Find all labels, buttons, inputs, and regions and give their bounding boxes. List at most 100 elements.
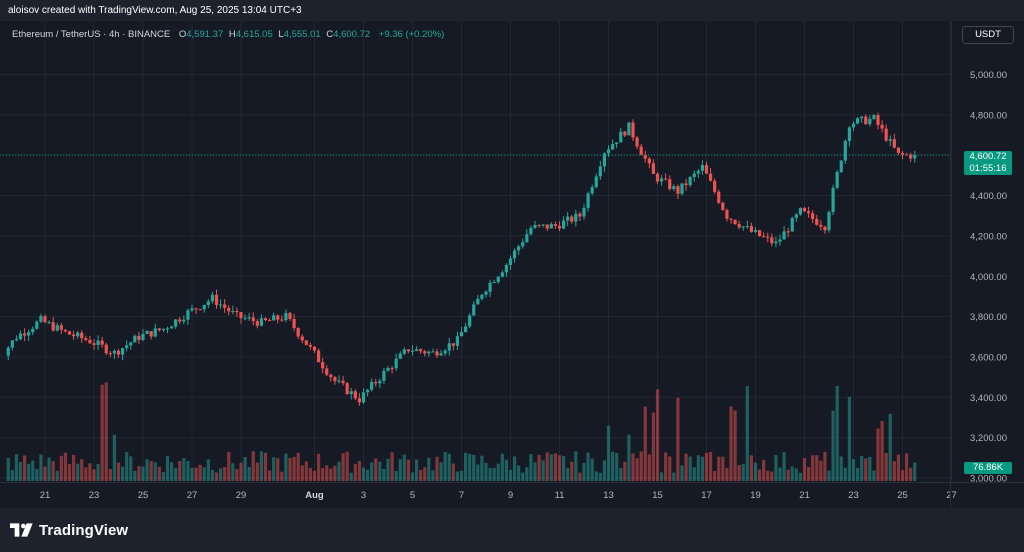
candle-body <box>288 312 292 319</box>
volume-bar <box>790 466 794 481</box>
price-axis-label: 4,800.00 <box>970 110 1007 121</box>
volume-bar <box>382 468 386 481</box>
candle-body <box>594 176 598 188</box>
candle-body <box>762 236 766 238</box>
candle-body <box>700 165 705 171</box>
volume-bar <box>231 463 235 481</box>
volume-bar <box>872 470 876 481</box>
candle-body <box>598 166 602 177</box>
volume-bar <box>300 465 304 481</box>
candle-body <box>819 224 823 227</box>
candle-body <box>721 202 725 210</box>
candle-body <box>243 318 247 320</box>
candle-body <box>353 391 357 399</box>
volume-bar <box>484 462 488 481</box>
candle-body <box>169 326 174 329</box>
volume-bar <box>639 451 643 481</box>
volume-bar <box>304 461 308 481</box>
volume-bar <box>235 469 239 481</box>
volume-bar <box>521 472 525 481</box>
volume-bar <box>443 452 447 481</box>
candle-body <box>766 236 770 238</box>
volume-bar <box>398 459 402 481</box>
volume-bar <box>717 456 721 481</box>
candle-body <box>570 216 574 222</box>
volume-bar <box>125 452 129 481</box>
time-axis-label: 29 <box>236 490 247 501</box>
candle-body <box>35 321 39 329</box>
volume-bar <box>876 428 880 481</box>
price-axis-label: 4,000.00 <box>970 272 1007 283</box>
candle-body <box>398 353 402 359</box>
candle-body <box>566 216 570 221</box>
brand[interactable]: TradingView <box>10 520 128 540</box>
volume-bar <box>508 469 513 481</box>
candle-body <box>161 328 166 331</box>
candle-body <box>76 332 80 337</box>
volume-bar <box>10 470 14 481</box>
volume-bar <box>529 453 533 481</box>
volume-bar <box>602 460 607 481</box>
candle-body <box>67 331 72 335</box>
candle-body <box>757 230 762 237</box>
candle-body <box>18 333 23 340</box>
time-axis-label: 13 <box>603 490 614 501</box>
time-axis-label: 23 <box>89 490 100 501</box>
volume-bar <box>851 459 856 481</box>
time-axis-label: 9 <box>508 490 513 501</box>
candle-body <box>378 380 382 384</box>
candle-body <box>574 213 578 222</box>
volume-bar <box>480 455 484 481</box>
candle-body <box>194 308 198 310</box>
time-axis-label: 27 <box>187 490 198 501</box>
volume-bar <box>447 453 451 481</box>
candle-body <box>149 331 153 337</box>
brand-name: TradingView <box>39 521 129 539</box>
volume-bar <box>757 469 762 481</box>
candle-body <box>496 276 500 282</box>
volume-bar <box>272 457 276 481</box>
volume-bar <box>590 458 594 481</box>
candle-body <box>47 322 51 324</box>
volume-bar <box>169 462 174 481</box>
volume-bar <box>14 454 19 481</box>
chart-panel[interactable]: 3,000.00 3,200.00 3,400.00 3,600.00 3,800.00… <box>0 21 1024 508</box>
candle-body <box>839 160 843 172</box>
candle-body <box>218 304 223 306</box>
volume-bar <box>864 458 868 481</box>
candle-body <box>488 282 492 292</box>
candle-body <box>688 177 692 186</box>
candle-body <box>659 178 664 182</box>
candle-body <box>553 224 558 226</box>
candle-body <box>798 207 803 215</box>
volume-bar <box>606 425 611 481</box>
candle-body <box>251 317 255 322</box>
volume-bar <box>321 468 325 481</box>
volume-bar <box>860 455 864 481</box>
candle-body <box>431 351 435 353</box>
candle-body <box>410 350 415 352</box>
volume-bar <box>141 466 145 481</box>
time-axis-label: 27 <box>946 490 957 501</box>
candle-body <box>725 209 729 219</box>
candle-body <box>664 178 668 180</box>
candle-body <box>263 318 268 321</box>
close-value: 4,600.72 <box>333 29 371 40</box>
candle-body <box>508 258 513 265</box>
volume-bar <box>198 464 202 481</box>
currency-button[interactable]: USDT <box>962 26 1014 44</box>
candle-body <box>533 224 537 228</box>
volume-bar <box>713 470 717 481</box>
volume-bar <box>504 459 509 481</box>
candle-body <box>676 186 680 194</box>
volume-bar <box>157 466 161 481</box>
time-axis-label: 23 <box>848 490 859 501</box>
candle-body <box>749 226 754 232</box>
candle-body <box>247 317 251 319</box>
price-chart[interactable]: 3,000.00 3,200.00 3,400.00 3,600.00 3,800.00… <box>0 21 1024 508</box>
volume-bar <box>145 459 149 481</box>
candle-body <box>455 336 460 346</box>
candle-body <box>851 123 856 128</box>
volume-bar <box>561 456 566 481</box>
volume-bar <box>165 456 170 481</box>
